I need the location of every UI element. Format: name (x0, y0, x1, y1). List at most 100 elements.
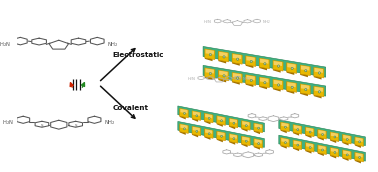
Polygon shape (180, 125, 186, 135)
Polygon shape (178, 106, 264, 132)
Polygon shape (314, 68, 322, 79)
Polygon shape (318, 130, 324, 141)
Ellipse shape (196, 130, 198, 132)
Polygon shape (229, 134, 238, 143)
Polygon shape (218, 52, 226, 63)
Polygon shape (355, 152, 364, 162)
Polygon shape (318, 145, 327, 155)
Polygon shape (259, 59, 267, 70)
Polygon shape (330, 148, 336, 158)
Polygon shape (287, 82, 297, 92)
Polygon shape (217, 116, 225, 121)
Polygon shape (331, 148, 338, 153)
Ellipse shape (305, 88, 307, 91)
Ellipse shape (322, 149, 324, 151)
Polygon shape (205, 68, 215, 79)
Ellipse shape (359, 141, 361, 143)
Polygon shape (287, 63, 296, 68)
Polygon shape (180, 109, 187, 114)
Polygon shape (314, 87, 323, 92)
Polygon shape (331, 132, 338, 137)
Ellipse shape (258, 143, 260, 145)
Ellipse shape (322, 133, 324, 136)
Polygon shape (205, 129, 212, 134)
Polygon shape (219, 52, 228, 57)
Polygon shape (330, 147, 339, 157)
Polygon shape (260, 78, 268, 83)
Text: H$_2$N: H$_2$N (203, 19, 212, 26)
Polygon shape (287, 63, 297, 73)
Polygon shape (281, 138, 289, 147)
Polygon shape (287, 83, 294, 94)
Ellipse shape (334, 152, 336, 153)
Polygon shape (294, 141, 301, 145)
Polygon shape (330, 133, 336, 143)
Polygon shape (204, 114, 211, 124)
Ellipse shape (318, 72, 321, 74)
Polygon shape (279, 120, 366, 146)
Ellipse shape (209, 53, 212, 56)
Ellipse shape (291, 86, 293, 88)
Polygon shape (192, 112, 198, 122)
Polygon shape (193, 127, 200, 131)
Polygon shape (318, 129, 327, 139)
Text: Electrostatic: Electrostatic (112, 52, 164, 58)
Polygon shape (300, 65, 310, 76)
Polygon shape (281, 122, 289, 132)
Polygon shape (229, 119, 235, 129)
Ellipse shape (318, 91, 321, 93)
Ellipse shape (223, 75, 225, 77)
Polygon shape (274, 80, 282, 85)
Polygon shape (343, 135, 350, 139)
Ellipse shape (346, 154, 348, 156)
Polygon shape (233, 73, 241, 78)
Polygon shape (293, 125, 299, 136)
Polygon shape (300, 84, 310, 95)
Polygon shape (246, 56, 256, 67)
Ellipse shape (291, 67, 293, 69)
Polygon shape (233, 54, 241, 59)
Polygon shape (230, 119, 237, 123)
Text: Covalent: Covalent (112, 105, 148, 110)
Ellipse shape (245, 140, 247, 142)
Text: H$_2$N: H$_2$N (0, 40, 11, 49)
Ellipse shape (277, 84, 280, 86)
Polygon shape (232, 54, 240, 66)
Polygon shape (254, 138, 263, 148)
Polygon shape (193, 111, 200, 116)
Polygon shape (301, 84, 309, 89)
Polygon shape (180, 108, 188, 118)
Polygon shape (217, 132, 225, 136)
Polygon shape (203, 65, 326, 96)
Polygon shape (306, 127, 313, 132)
Ellipse shape (277, 65, 280, 67)
Polygon shape (254, 124, 260, 134)
Polygon shape (314, 67, 324, 78)
Polygon shape (254, 139, 260, 150)
Ellipse shape (237, 58, 239, 60)
Text: S: S (74, 124, 77, 128)
Polygon shape (242, 121, 250, 130)
Polygon shape (218, 51, 229, 62)
Polygon shape (229, 118, 238, 128)
Polygon shape (246, 75, 256, 85)
Polygon shape (342, 151, 349, 161)
Polygon shape (206, 50, 214, 55)
Polygon shape (300, 85, 308, 96)
Polygon shape (259, 78, 267, 89)
Polygon shape (246, 57, 253, 68)
Polygon shape (273, 60, 283, 71)
Polygon shape (294, 125, 301, 130)
Ellipse shape (208, 133, 210, 135)
Polygon shape (192, 126, 201, 136)
Polygon shape (246, 75, 255, 80)
Polygon shape (355, 138, 361, 148)
Polygon shape (260, 59, 268, 64)
Ellipse shape (305, 69, 307, 72)
Polygon shape (281, 123, 288, 127)
Polygon shape (318, 146, 324, 156)
Polygon shape (330, 132, 339, 142)
Polygon shape (314, 68, 323, 73)
Polygon shape (229, 135, 235, 145)
Polygon shape (204, 129, 213, 138)
